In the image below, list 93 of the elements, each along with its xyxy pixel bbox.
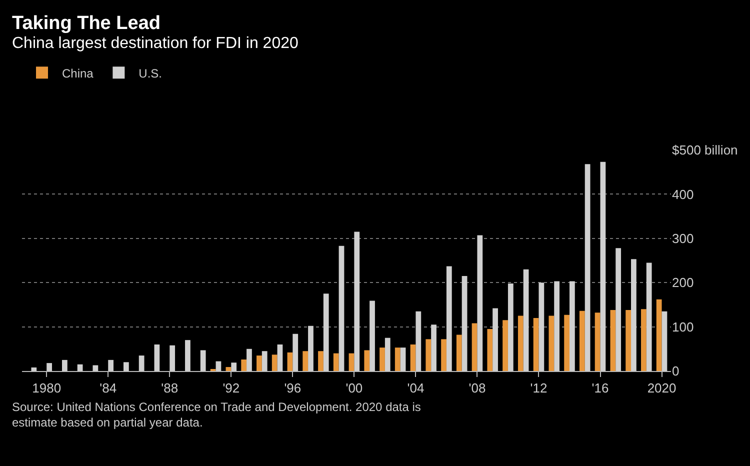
bar [570,281,575,371]
x-tick-label: 2020 [647,380,676,396]
bar [616,248,622,371]
legend-label: China [62,66,94,80]
bar [241,360,247,371]
bar [662,311,668,371]
bar [584,164,590,371]
x-tick-label: '16 [592,380,609,396]
bar [472,323,478,371]
bar [426,339,432,371]
bar [523,269,529,371]
bar [216,361,222,371]
bar [46,363,52,371]
bar [31,367,37,371]
bar [456,334,462,371]
bar [231,362,237,371]
y-tick-label: 300 [672,230,694,246]
x-tick-label: '88 [161,380,178,396]
bar [384,338,390,371]
bar [108,360,114,371]
bar [477,235,483,371]
bar [292,334,298,371]
bar [508,283,514,371]
x-tick-label: '84 [100,380,117,396]
bar [646,262,652,371]
bar [200,350,206,371]
x-tick-label: '12 [530,380,548,396]
bar [262,351,268,371]
bar [185,340,190,371]
y-tick-label: 400 [672,186,694,202]
bar [226,367,232,371]
legend-label: U.S. [138,66,162,80]
bar [492,308,498,371]
y-tick-label: 100 [672,319,694,334]
bar [92,365,98,371]
bar [302,351,308,371]
bar [610,310,616,371]
x-tick-label: '92 [222,380,240,396]
bar [77,364,83,371]
bar [256,356,262,371]
bar [394,348,400,371]
bar [538,282,544,371]
bar [62,360,68,371]
bar [333,353,339,371]
bar [579,310,585,371]
bar [431,324,436,371]
bar [138,356,144,371]
bar [380,348,385,371]
x-tick-label: 1980 [32,380,62,396]
bar [354,232,360,371]
bar [323,294,329,371]
bar [446,266,452,371]
bar [487,329,493,371]
bar [338,246,344,371]
x-tick-label: '08 [468,380,486,396]
bar [410,344,416,371]
bar [308,326,314,371]
bar [533,318,539,371]
y-tick-label: 200 [672,275,694,290]
bar [518,316,524,371]
bar [626,310,632,371]
bar [462,276,468,371]
chart-title: Taking The Lead [12,13,161,34]
bar [318,351,324,371]
bar [656,299,662,371]
source-note: Source: United Nations Conference on Trade and Development. 2020 data is estimate based on partial year data. [12,400,421,430]
bar [400,348,406,371]
bar [154,344,160,371]
x-tick-label: '96 [284,380,302,396]
bar [124,362,129,371]
bar [277,344,283,371]
y-tick-label: 0 [672,364,680,379]
bar [170,345,176,371]
bar [364,350,370,371]
x-tick-label: '04 [407,380,424,396]
bar [441,339,446,371]
bar [554,281,560,371]
bar [370,300,375,371]
y-tick-label: $500 billion [672,142,738,158]
bar [246,348,252,371]
x-tick-label: '00 [346,380,363,396]
bar [600,162,606,371]
bar [348,353,354,371]
bar [502,320,508,371]
bar [416,311,422,371]
bar [564,314,570,371]
bar [631,259,636,371]
bar [548,316,554,371]
bar [287,352,293,371]
bar [272,354,278,371]
bar [641,309,646,371]
bar [594,312,600,371]
chart-subtitle: China largest destination for FDI in 2020 [12,35,298,52]
